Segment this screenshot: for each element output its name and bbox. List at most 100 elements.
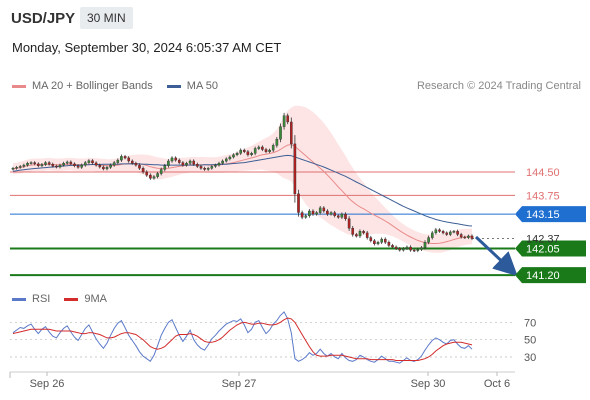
candle [264, 147, 268, 154]
candle-body [268, 149, 271, 152]
candle [253, 146, 257, 156]
candle-body [420, 247, 423, 250]
candle [55, 164, 58, 169]
candle-body [87, 160, 91, 163]
candle [192, 159, 196, 166]
candle [438, 228, 441, 233]
candle-body [398, 248, 402, 251]
level-label-142.05: 142.05 [515, 240, 586, 257]
candle-body [51, 163, 55, 167]
candle-body [304, 215, 308, 218]
current-price-label: 142.37 [526, 234, 560, 246]
candle-body [369, 237, 373, 241]
level-label-text: 143.75 [526, 190, 560, 202]
candle-body [44, 162, 47, 165]
candle [351, 226, 355, 237]
candle [344, 212, 347, 221]
candle [29, 161, 33, 165]
candle [384, 237, 387, 244]
candle [181, 160, 185, 167]
candle [416, 248, 420, 253]
candle [452, 229, 456, 234]
price-legend: MA 20 + Bollinger Bands MA 50 [12, 80, 232, 92]
candle [293, 135, 297, 203]
candle-body [351, 227, 355, 235]
level-label-box [515, 240, 586, 257]
candle [271, 143, 275, 153]
candle [308, 209, 311, 218]
level-label-141.20: 141.20 [515, 267, 586, 284]
candle [112, 160, 116, 167]
candle-body [37, 163, 40, 166]
candle-body [282, 115, 286, 127]
candle-body [33, 162, 36, 165]
candle-body [105, 167, 109, 170]
candle-body [98, 164, 102, 168]
candle-body [167, 160, 170, 166]
candle [402, 247, 405, 252]
x-tick-label: Oct 6 [484, 378, 510, 390]
candle-body [329, 212, 333, 215]
candle-body [149, 174, 152, 179]
candle-body [376, 242, 380, 245]
candle [73, 162, 76, 168]
candle [127, 156, 130, 163]
candle-body [76, 165, 80, 168]
candle-body [55, 165, 58, 168]
candle-body [315, 212, 318, 215]
interval-badge[interactable]: 30 MIN [80, 7, 133, 29]
candle [387, 240, 391, 248]
candle [434, 228, 438, 235]
candle-body [441, 231, 445, 234]
candle-body [463, 236, 467, 239]
candle [76, 164, 80, 169]
candle-body [279, 126, 282, 140]
candle [156, 171, 159, 179]
candle [304, 214, 308, 219]
rsi-panel: 30 50 70 [10, 311, 536, 364]
candle-body [445, 232, 449, 235]
level-label-text: 144.50 [526, 167, 560, 179]
candle-body [214, 164, 217, 167]
candle [163, 163, 167, 172]
candle [250, 151, 253, 157]
candle [405, 245, 409, 250]
legend-ma50-swatch [166, 84, 181, 88]
candle-body [127, 157, 130, 162]
candle [145, 170, 149, 177]
candle [467, 234, 470, 240]
candle-body [311, 210, 315, 215]
legend-rsi-label: RSI [32, 293, 51, 305]
candle-body [195, 163, 199, 167]
candle-body [156, 173, 159, 177]
candle-body [452, 231, 456, 233]
candle [246, 149, 250, 157]
candle [333, 210, 337, 218]
candle-body [15, 167, 18, 169]
projection-arrow [474, 235, 518, 277]
candle [463, 235, 467, 239]
legend-ma50-label: MA 50 [186, 80, 218, 92]
bollinger-band-layer [13, 105, 472, 253]
candle [206, 166, 210, 171]
x-axis: Sep 26 Sep 27 Sep 30 Oct 6 [9, 371, 515, 390]
candle [51, 162, 55, 168]
candle-body [235, 152, 239, 155]
candle-body [333, 212, 337, 216]
ma50-line [12, 154, 473, 227]
candle-body [11, 167, 15, 170]
candle [431, 230, 434, 240]
candle [369, 235, 373, 243]
candle [275, 136, 279, 148]
candle [62, 161, 65, 167]
candle [91, 159, 94, 165]
candle-body [409, 246, 412, 251]
candle-body [145, 171, 149, 176]
candle-body [217, 162, 221, 166]
legend-ma20-swatch [12, 84, 26, 88]
candle [18, 164, 22, 169]
candle [398, 247, 402, 252]
candle-body [65, 161, 69, 164]
candle-body [242, 149, 246, 152]
candle [44, 161, 47, 167]
